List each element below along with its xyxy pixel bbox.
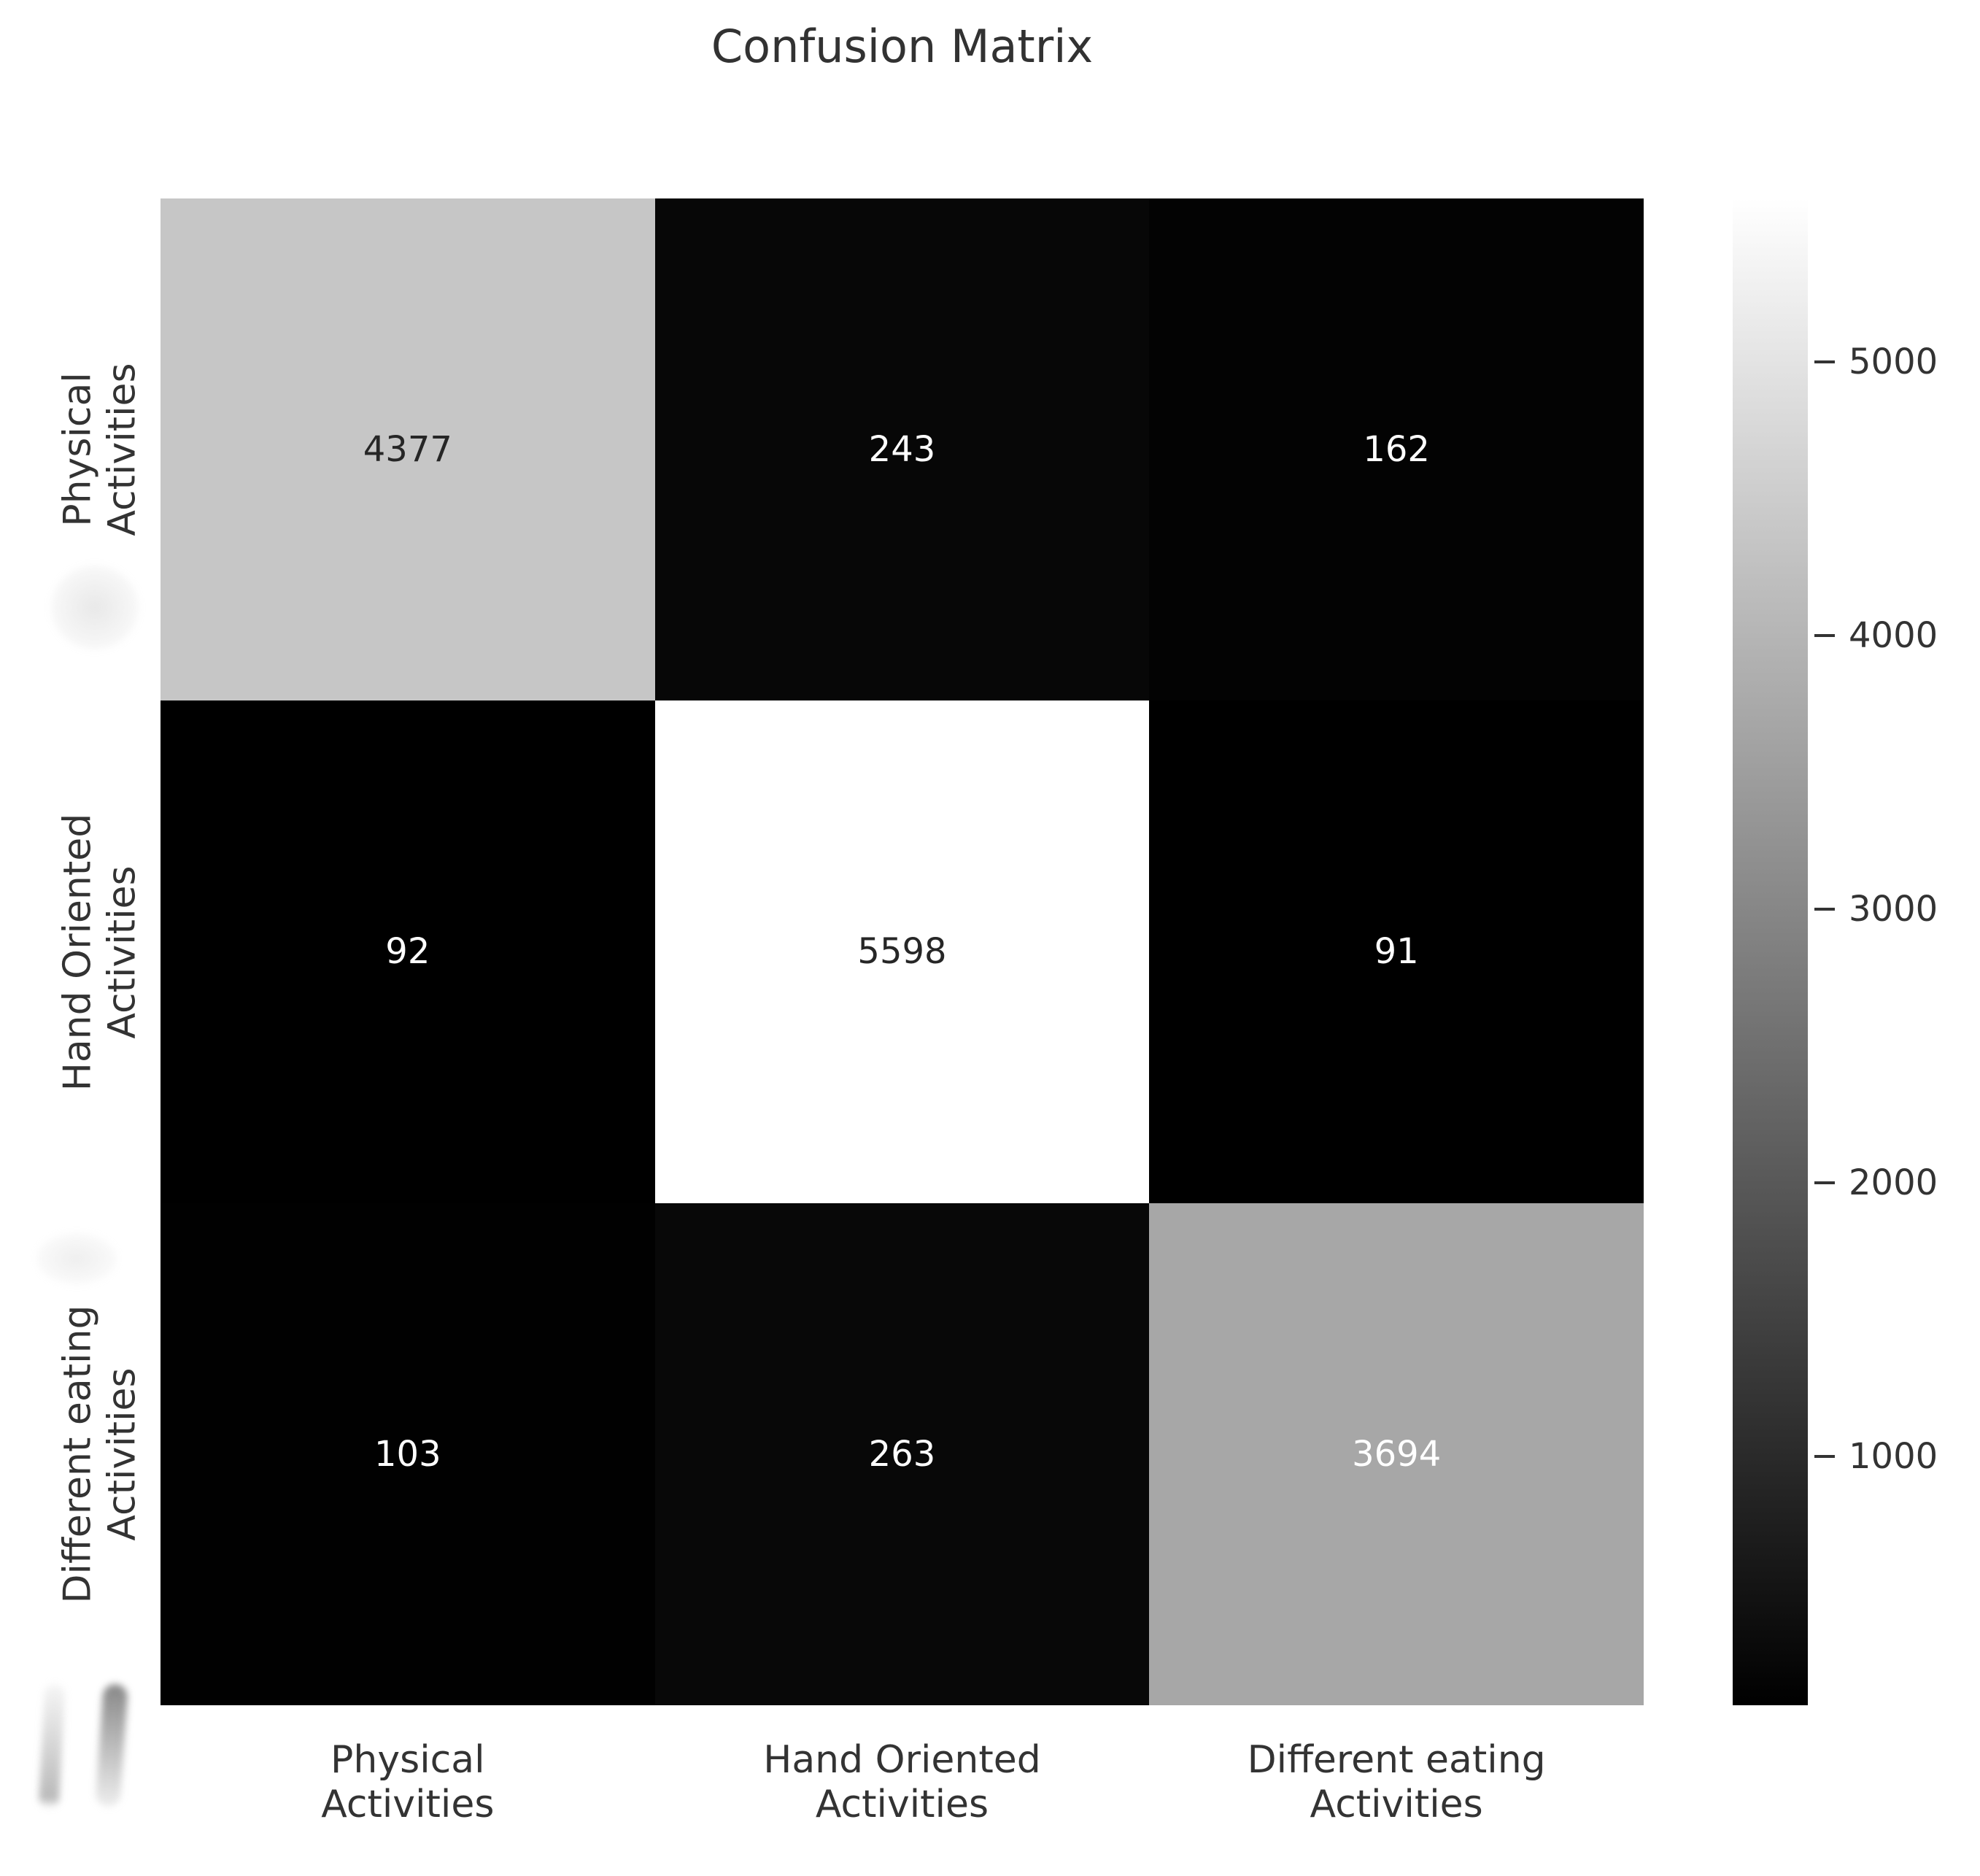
cell-value: 91 bbox=[1374, 931, 1419, 973]
colorbar-tick-label: 2000 bbox=[1849, 1162, 1938, 1204]
heatmap-cell-r0c2: 162 bbox=[1149, 198, 1644, 701]
cell-value: 162 bbox=[1363, 429, 1430, 471]
colorbar-tick-label: 5000 bbox=[1849, 341, 1938, 383]
heatmap-cell-r1c0: 92 bbox=[161, 700, 655, 1203]
cell-value: 103 bbox=[374, 1433, 441, 1475]
cell-value: 4377 bbox=[363, 429, 452, 471]
heatmap-cell-r2c2: 3694 bbox=[1149, 1203, 1644, 1705]
cell-value: 92 bbox=[385, 931, 430, 973]
x-tick-label-1: Hand Oriented Activities bbox=[763, 1738, 1041, 1827]
y-tick-label-1: Hand Oriented Activities bbox=[55, 813, 144, 1091]
heatmap-grid: 4377 243 162 92 5598 91 103 263 3694 bbox=[161, 198, 1644, 1705]
x-tick-label-0: Physical Activities bbox=[321, 1738, 495, 1827]
cell-value: 3694 bbox=[1352, 1433, 1442, 1475]
y-tick-label-2: Different eating Activities bbox=[55, 1305, 144, 1604]
heatmap-cell-r1c1: 5598 bbox=[654, 700, 1150, 1203]
x-tick-label-2: Different eating Activities bbox=[1247, 1738, 1546, 1827]
colorbar-tick-label: 1000 bbox=[1849, 1436, 1938, 1478]
colorbar-tick-dash bbox=[1814, 908, 1835, 911]
y-tick-label-0: Physical Activities bbox=[55, 363, 144, 536]
heatmap-cell-r2c1: 263 bbox=[654, 1203, 1150, 1705]
colorbar-tick-dash bbox=[1814, 1181, 1835, 1185]
y-axis: Physical Activities Hand Oriented Activit… bbox=[0, 198, 161, 1705]
cell-value: 5598 bbox=[857, 931, 947, 973]
colorbar-tick-dash bbox=[1814, 1455, 1835, 1459]
colorbar-tick-label: 4000 bbox=[1849, 615, 1938, 657]
colorbar-ticks: 5000 4000 3000 2000 1000 bbox=[1733, 198, 1973, 1705]
cell-value: 263 bbox=[868, 1433, 936, 1475]
heatmap-cell-r1c2: 91 bbox=[1149, 700, 1644, 1203]
colorbar-tick-label: 3000 bbox=[1849, 889, 1938, 930]
cell-value: 243 bbox=[868, 429, 936, 471]
chart-title: Confusion Matrix bbox=[711, 20, 1094, 73]
colorbar: 5000 4000 3000 2000 1000 bbox=[1733, 198, 1938, 1705]
colorbar-tick-dash bbox=[1814, 634, 1835, 638]
heatmap-cell-r0c0: 4377 bbox=[161, 198, 655, 701]
x-axis: Physical Activities Hand Oriented Activit… bbox=[161, 1738, 1644, 1855]
heatmap-cell-r0c1: 243 bbox=[654, 198, 1150, 701]
colorbar-tick-dash bbox=[1814, 360, 1835, 364]
colorbar-gradient bbox=[1733, 198, 1808, 1705]
heatmap-cell-r2c0: 103 bbox=[161, 1203, 655, 1705]
